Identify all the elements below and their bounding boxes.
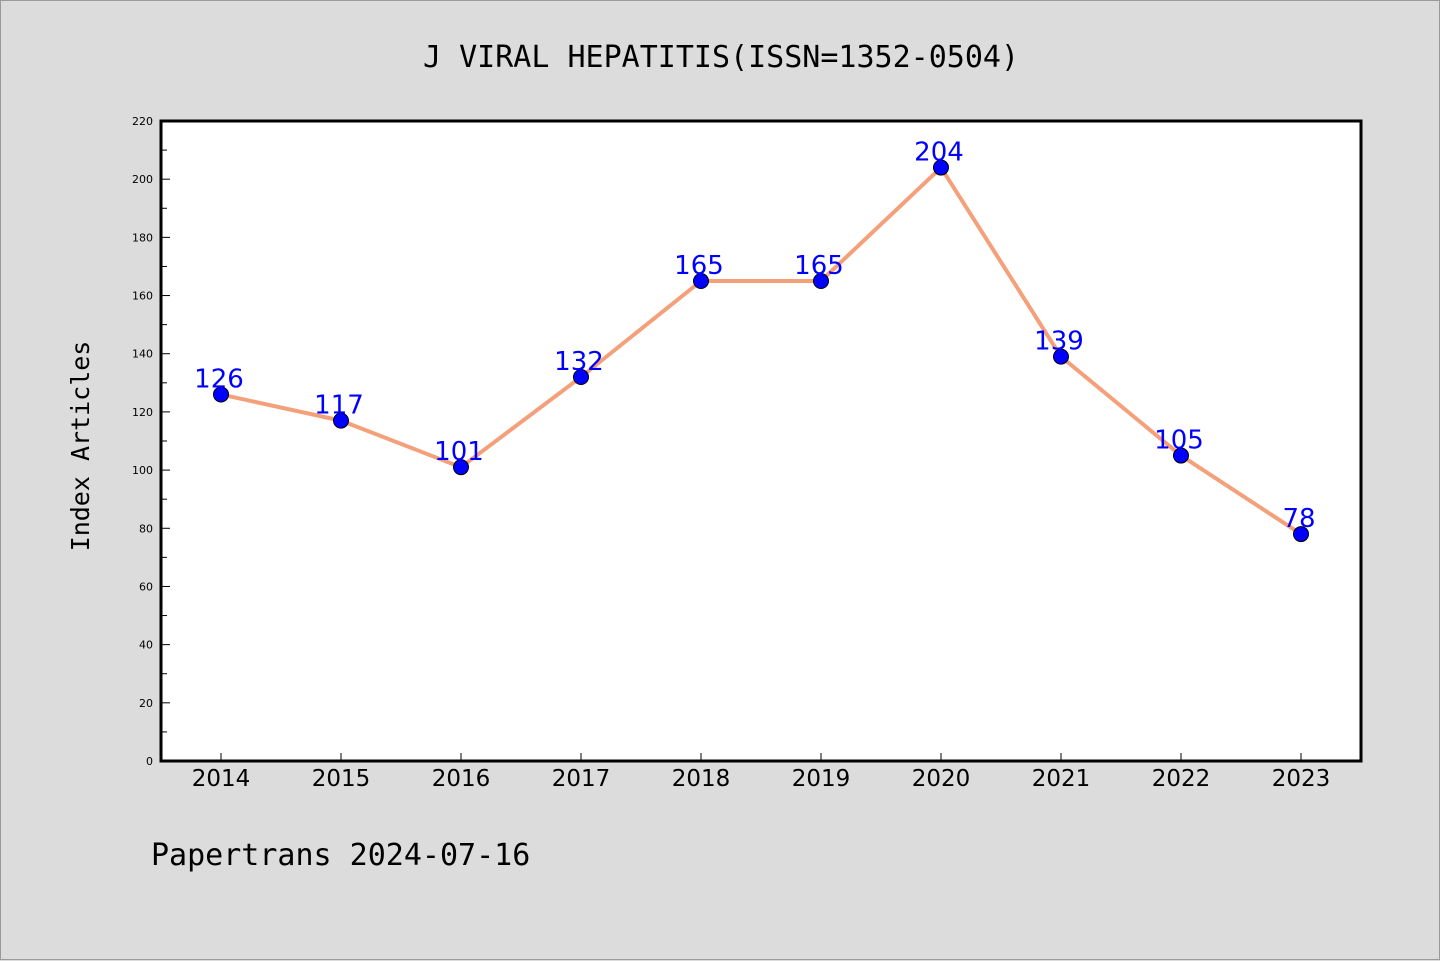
y-tick-label: 60: [139, 580, 153, 593]
x-tick-label: 2020: [912, 766, 971, 792]
data-point: [573, 369, 589, 385]
data-label: 132: [554, 347, 604, 377]
x-tick-label: 2018: [672, 766, 731, 792]
x-tick-label: 2022: [1152, 766, 1211, 792]
x-tick-label: 2015: [312, 766, 371, 792]
y-tick-label: 80: [139, 522, 153, 535]
x-tick-label: 2016: [432, 766, 491, 792]
y-tick-label: 180: [132, 231, 153, 244]
data-label: 139: [1034, 327, 1084, 357]
series-line: [219, 165, 1303, 537]
data-label: 204: [914, 138, 964, 168]
data-labels: 126 117 101 132 165 165 204 139 105 78: [194, 138, 1315, 535]
data-point: [453, 459, 469, 476]
data-label: 165: [794, 251, 844, 281]
x-tick-label: 2019: [792, 766, 851, 792]
y-axis-label: Index Articles: [66, 341, 95, 552]
data-point: [1053, 348, 1069, 365]
y-tick-label: 0: [146, 755, 153, 768]
x-tick-label: 2017: [552, 766, 611, 792]
y-tick-label: 40: [139, 639, 153, 652]
footer-credit: Papertrans 2024-07-16: [151, 838, 530, 873]
y-tick-label: 20: [139, 697, 153, 710]
data-point: [213, 386, 229, 403]
data-point: [933, 159, 949, 176]
y-tick-label: 140: [132, 348, 153, 361]
data-point: [813, 273, 829, 289]
data-label: 117: [314, 391, 364, 421]
data-point: [1293, 526, 1309, 543]
chart-title: J VIRAL HEPATITIS(ISSN=1352-0504): [423, 40, 1019, 75]
y-tick-label: 100: [132, 464, 153, 477]
y-tick-label: 120: [132, 406, 153, 419]
y-axis: 0 20 40 60 80 100 120 140 160 180 200 220: [132, 115, 170, 768]
data-label: 105: [1154, 426, 1204, 456]
x-tick-label: 2021: [1032, 766, 1091, 792]
data-label: 78: [1282, 504, 1315, 534]
x-tick-label: 2023: [1272, 766, 1331, 792]
data-point: [1173, 447, 1189, 464]
x-axis: 2014 2015 2016 2017 2018 2019 2020 2021 2022 2023: [192, 753, 1331, 792]
x-tick-label: 2014: [192, 766, 251, 792]
y-tick-label: 220: [132, 115, 153, 128]
series-line-group: [213, 159, 1309, 543]
data-label: 165: [674, 251, 724, 281]
y-tick-label: 160: [132, 290, 153, 303]
data-label: 126: [194, 364, 244, 394]
data-label: 101: [434, 437, 484, 467]
data-point: [693, 273, 709, 289]
y-tick-label: 200: [132, 173, 153, 186]
data-point: [333, 412, 349, 429]
